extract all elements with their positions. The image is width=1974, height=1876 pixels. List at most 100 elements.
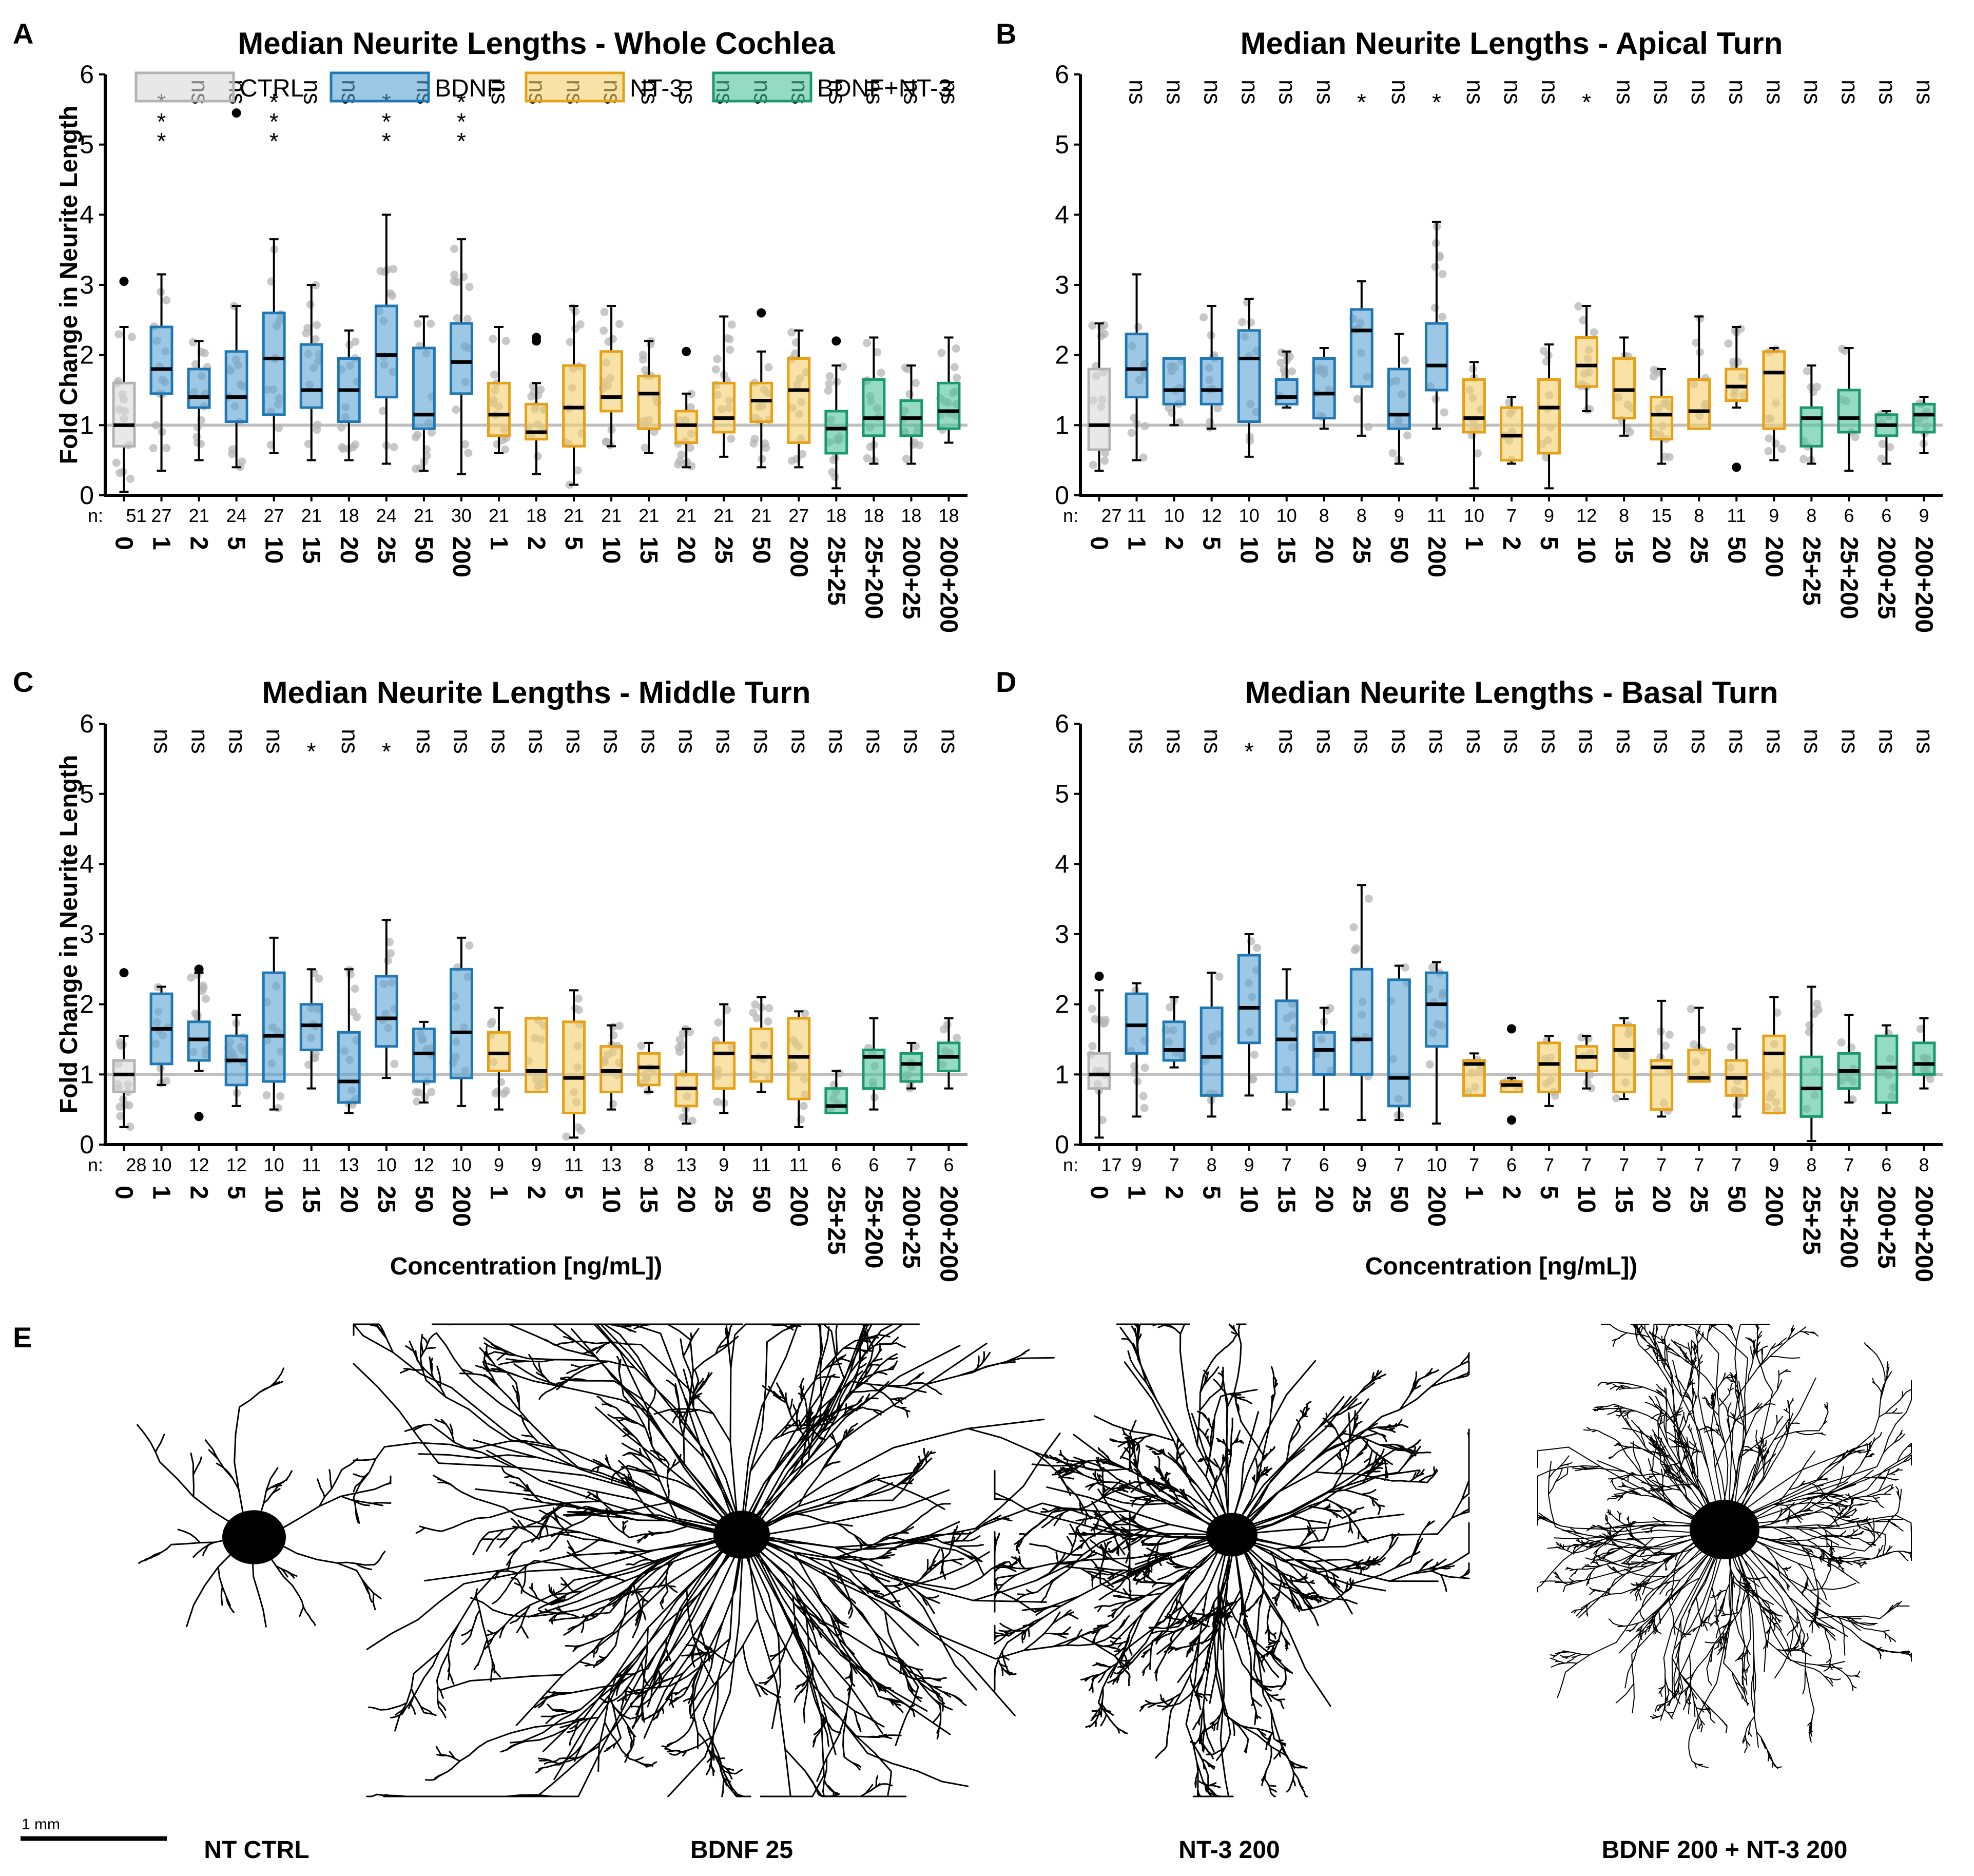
box-12 <box>1537 343 1561 490</box>
x-tick-label: 50 <box>410 536 437 564</box>
significance-label: ns <box>299 80 326 105</box>
data-point <box>950 363 959 372</box>
x-tick-label: 200+25 <box>1872 1186 1900 1269</box>
data-point <box>162 443 171 452</box>
n-count: 21 <box>601 505 622 526</box>
data-point <box>1349 923 1358 932</box>
box-iqr <box>224 350 248 423</box>
n-count: 9 <box>1919 505 1929 526</box>
box-20 <box>862 1017 886 1111</box>
box-iqr <box>1537 1041 1561 1094</box>
data-point <box>873 348 882 357</box>
box-5 <box>1274 348 1299 409</box>
data-point <box>599 326 608 335</box>
data-point <box>413 1097 421 1106</box>
data-point <box>727 434 736 443</box>
significance-label: ns <box>1687 80 1713 105</box>
data-point <box>674 460 683 469</box>
significance-label: ns <box>562 729 588 754</box>
data-point <box>1238 318 1247 326</box>
n-count: 6 <box>943 1154 954 1175</box>
box-iqr <box>637 375 661 430</box>
n-count: 7 <box>1544 1154 1554 1175</box>
box-18 <box>1762 345 1786 461</box>
box-iqr <box>525 1017 548 1093</box>
n-count: 8 <box>1619 505 1629 526</box>
box-iqr <box>337 1031 361 1104</box>
data-point <box>1276 358 1285 367</box>
box-18 <box>787 328 811 469</box>
data-point <box>749 439 758 448</box>
data-point <box>1765 434 1773 442</box>
significance-label: ns <box>1237 80 1264 105</box>
x-tick-label: 50 <box>1385 1186 1412 1213</box>
significance-label: ns <box>674 729 701 754</box>
x-tick-label: 200 <box>785 1186 812 1227</box>
data-point <box>1773 1008 1782 1017</box>
data-point <box>1388 449 1397 457</box>
box-14 <box>1612 336 1636 437</box>
data-point <box>1574 302 1583 311</box>
x-tick-label: 25 <box>710 536 737 564</box>
data-point <box>1250 1050 1259 1059</box>
panel-b: B Median Neurite Lengths - Apical Turn012… <box>996 17 1943 633</box>
n-count: 27 <box>788 505 809 526</box>
box-19 <box>824 336 848 490</box>
panel-letter-c: C <box>13 666 33 698</box>
significance-star: * <box>382 128 391 154</box>
data-point <box>674 1043 683 1052</box>
x-tick-label: 200+25 <box>1872 536 1900 620</box>
significance-label: ns <box>1762 80 1788 105</box>
neuron-soma <box>1206 1513 1257 1557</box>
box-15 <box>1650 999 1674 1118</box>
box-16 <box>1687 314 1711 430</box>
n-count: 30 <box>451 505 472 526</box>
box-iqr <box>862 378 886 437</box>
box-3 <box>1199 305 1224 432</box>
significance-label: ns <box>1274 80 1301 105</box>
data-point <box>615 320 624 328</box>
x-tick-label: 0 <box>110 536 138 550</box>
data-point <box>825 372 834 380</box>
box-iqr <box>1349 308 1373 388</box>
significance-star: * <box>382 738 391 765</box>
data-point <box>953 1033 961 1042</box>
significance-label: ns <box>899 80 925 105</box>
data-point <box>1166 1003 1174 1012</box>
x-tick-label: 200 <box>1760 1186 1787 1227</box>
x-tick-label: 10 <box>597 536 625 564</box>
box-20 <box>1837 344 1861 472</box>
x-tick-label: 15 <box>298 536 325 564</box>
data-point <box>1100 1018 1109 1027</box>
significance-label: ns <box>1312 729 1339 754</box>
data-point <box>1799 455 1808 463</box>
x-tick-label: 20 <box>335 1186 362 1213</box>
x-tick-label: 10 <box>597 1186 625 1213</box>
outlier-point <box>1507 1115 1516 1125</box>
x-tick-label: 1 <box>1123 536 1150 550</box>
n-count: 7 <box>1581 1154 1592 1175</box>
significance-label: ns <box>1724 80 1751 105</box>
data-point <box>1248 1075 1257 1084</box>
significance-label: ns <box>1125 80 1151 105</box>
x-tick-label: 50 <box>1723 1186 1750 1213</box>
n-count: 6 <box>1881 505 1891 526</box>
significance-star: * <box>269 128 279 154</box>
y-axis-label: Fold Change in Neurite Length <box>55 755 83 1114</box>
x-tick-label: 50 <box>1385 536 1412 564</box>
box-iqr <box>1387 978 1411 1108</box>
outlier-point <box>757 308 766 318</box>
x-tick-label: 2 <box>522 1186 550 1200</box>
box-iqr <box>1687 378 1711 430</box>
data-point <box>574 994 583 1003</box>
box-18 <box>787 1009 811 1128</box>
n-prefix: n: <box>1063 505 1078 526</box>
outlier-point <box>682 346 691 356</box>
data-point <box>1140 422 1149 431</box>
box-iqr <box>1087 368 1111 451</box>
box-iqr <box>1424 322 1448 392</box>
data-point <box>353 1013 361 1021</box>
significance-label: ns <box>487 729 513 754</box>
n-count: 24 <box>376 505 397 526</box>
box-iqr <box>1537 378 1561 455</box>
